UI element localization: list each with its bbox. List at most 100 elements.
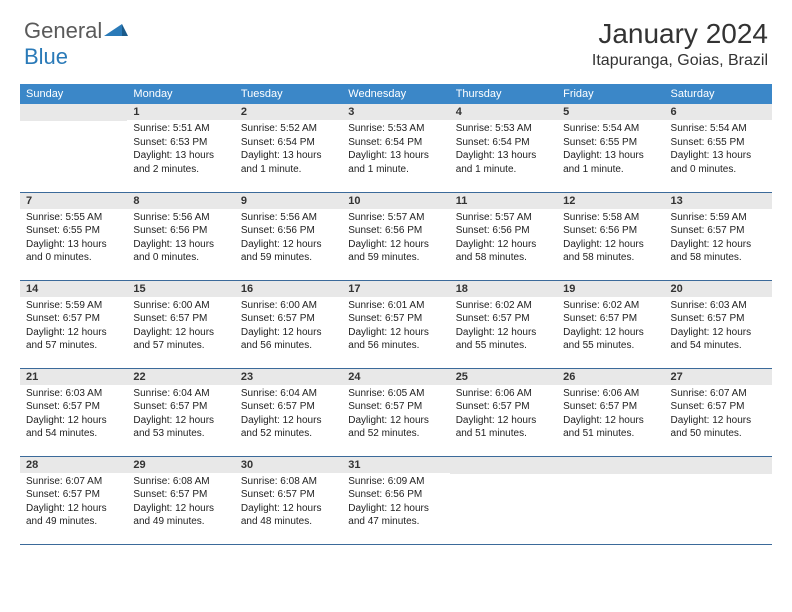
calendar-body: 1Sunrise: 5:51 AMSunset: 6:53 PMDaylight…	[20, 104, 772, 544]
daylight-label: Daylight: 13 hours and 1 minute.	[241, 150, 322, 175]
calendar-day-cell: 1Sunrise: 5:51 AMSunset: 6:53 PMDaylight…	[127, 104, 234, 192]
sunrise-label: Sunrise: 6:07 AM	[26, 476, 102, 487]
calendar-day-cell: 25Sunrise: 6:06 AMSunset: 6:57 PMDayligh…	[450, 368, 557, 456]
sunrise-label: Sunrise: 5:59 AM	[671, 212, 747, 223]
sunrise-label: Sunrise: 5:54 AM	[563, 123, 639, 134]
day-number: 23	[235, 369, 342, 385]
day-number: 19	[557, 281, 664, 297]
day-details: Sunrise: 6:08 AMSunset: 6:57 PMDaylight:…	[127, 473, 234, 533]
logo-text-general: General	[24, 18, 102, 44]
day-details: Sunrise: 5:53 AMSunset: 6:54 PMDaylight:…	[342, 120, 449, 180]
calendar-day-cell	[450, 456, 557, 544]
calendar-day-cell: 7Sunrise: 5:55 AMSunset: 6:55 PMDaylight…	[20, 192, 127, 280]
daylight-label: Daylight: 12 hours and 58 minutes.	[671, 239, 752, 264]
calendar-week-row: 14Sunrise: 5:59 AMSunset: 6:57 PMDayligh…	[20, 280, 772, 368]
daylight-label: Daylight: 12 hours and 54 minutes.	[26, 415, 107, 440]
sunrise-label: Sunrise: 5:56 AM	[241, 212, 317, 223]
sunrise-label: Sunrise: 6:04 AM	[241, 388, 317, 399]
sunrise-label: Sunrise: 5:53 AM	[348, 123, 424, 134]
calendar-day-cell: 24Sunrise: 6:05 AMSunset: 6:57 PMDayligh…	[342, 368, 449, 456]
calendar-day-cell: 6Sunrise: 5:54 AMSunset: 6:55 PMDaylight…	[665, 104, 772, 192]
month-title: January 2024	[592, 18, 768, 50]
day-number: 13	[665, 193, 772, 209]
sunset-label: Sunset: 6:57 PM	[241, 313, 315, 324]
calendar-day-cell: 5Sunrise: 5:54 AMSunset: 6:55 PMDaylight…	[557, 104, 664, 192]
weekday-header-row: SundayMondayTuesdayWednesdayThursdayFrid…	[20, 84, 772, 104]
sunrise-label: Sunrise: 5:57 AM	[348, 212, 424, 223]
day-details: Sunrise: 6:06 AMSunset: 6:57 PMDaylight:…	[557, 385, 664, 445]
sunrise-label: Sunrise: 6:00 AM	[241, 300, 317, 311]
daylight-label: Daylight: 12 hours and 54 minutes.	[671, 327, 752, 352]
calendar-day-cell: 3Sunrise: 5:53 AMSunset: 6:54 PMDaylight…	[342, 104, 449, 192]
day-details: Sunrise: 5:51 AMSunset: 6:53 PMDaylight:…	[127, 120, 234, 180]
day-details: Sunrise: 5:55 AMSunset: 6:55 PMDaylight:…	[20, 209, 127, 269]
sunset-label: Sunset: 6:57 PM	[241, 401, 315, 412]
day-number: 28	[20, 457, 127, 473]
day-details: Sunrise: 6:09 AMSunset: 6:56 PMDaylight:…	[342, 473, 449, 533]
calendar-day-cell: 18Sunrise: 6:02 AMSunset: 6:57 PMDayligh…	[450, 280, 557, 368]
calendar-day-cell: 13Sunrise: 5:59 AMSunset: 6:57 PMDayligh…	[665, 192, 772, 280]
calendar-day-cell: 28Sunrise: 6:07 AMSunset: 6:57 PMDayligh…	[20, 456, 127, 544]
day-number: 21	[20, 369, 127, 385]
sunrise-label: Sunrise: 6:06 AM	[456, 388, 532, 399]
sunset-label: Sunset: 6:56 PM	[241, 225, 315, 236]
sunset-label: Sunset: 6:57 PM	[26, 401, 100, 412]
calendar-day-cell: 23Sunrise: 6:04 AMSunset: 6:57 PMDayligh…	[235, 368, 342, 456]
calendar-week-row: 7Sunrise: 5:55 AMSunset: 6:55 PMDaylight…	[20, 192, 772, 280]
day-details: Sunrise: 5:53 AMSunset: 6:54 PMDaylight:…	[450, 120, 557, 180]
sunrise-label: Sunrise: 6:03 AM	[671, 300, 747, 311]
daylight-label: Daylight: 12 hours and 57 minutes.	[26, 327, 107, 352]
calendar-day-cell: 17Sunrise: 6:01 AMSunset: 6:57 PMDayligh…	[342, 280, 449, 368]
daylight-label: Daylight: 13 hours and 1 minute.	[456, 150, 537, 175]
sunrise-label: Sunrise: 6:04 AM	[133, 388, 209, 399]
day-number: 2	[235, 104, 342, 120]
calendar-day-cell	[665, 456, 772, 544]
sunset-label: Sunset: 6:57 PM	[241, 489, 315, 500]
sunset-label: Sunset: 6:55 PM	[671, 137, 745, 148]
day-number: 4	[450, 104, 557, 120]
day-details: Sunrise: 6:04 AMSunset: 6:57 PMDaylight:…	[127, 385, 234, 445]
day-number: 12	[557, 193, 664, 209]
sunset-label: Sunset: 6:57 PM	[133, 401, 207, 412]
logo-text-blue: Blue	[24, 44, 68, 69]
daylight-label: Daylight: 13 hours and 2 minutes.	[133, 150, 214, 175]
daylight-label: Daylight: 12 hours and 51 minutes.	[456, 415, 537, 440]
weekday-header: Saturday	[665, 84, 772, 104]
location-label: Itapuranga, Goias, Brazil	[592, 52, 768, 70]
weekday-header: Friday	[557, 84, 664, 104]
sunrise-label: Sunrise: 5:54 AM	[671, 123, 747, 134]
sunset-label: Sunset: 6:53 PM	[133, 137, 207, 148]
daylight-label: Daylight: 12 hours and 59 minutes.	[348, 239, 429, 264]
sunset-label: Sunset: 6:57 PM	[456, 313, 530, 324]
logo-sub: Blue	[24, 44, 68, 70]
sunrise-label: Sunrise: 5:53 AM	[456, 123, 532, 134]
sunrise-label: Sunrise: 5:59 AM	[26, 300, 102, 311]
weekday-header: Monday	[127, 84, 234, 104]
daylight-label: Daylight: 12 hours and 52 minutes.	[348, 415, 429, 440]
sunset-label: Sunset: 6:54 PM	[241, 137, 315, 148]
empty-day-num	[450, 457, 557, 474]
day-number: 5	[557, 104, 664, 120]
day-details: Sunrise: 5:59 AMSunset: 6:57 PMDaylight:…	[20, 297, 127, 357]
sunrise-label: Sunrise: 5:55 AM	[26, 212, 102, 223]
calendar-day-cell: 14Sunrise: 5:59 AMSunset: 6:57 PMDayligh…	[20, 280, 127, 368]
day-details: Sunrise: 6:06 AMSunset: 6:57 PMDaylight:…	[450, 385, 557, 445]
day-number: 3	[342, 104, 449, 120]
sunset-label: Sunset: 6:57 PM	[348, 401, 422, 412]
daylight-label: Daylight: 12 hours and 49 minutes.	[26, 503, 107, 528]
calendar-day-cell: 12Sunrise: 5:58 AMSunset: 6:56 PMDayligh…	[557, 192, 664, 280]
calendar-week-row: 1Sunrise: 5:51 AMSunset: 6:53 PMDaylight…	[20, 104, 772, 192]
calendar-day-cell: 27Sunrise: 6:07 AMSunset: 6:57 PMDayligh…	[665, 368, 772, 456]
sunset-label: Sunset: 6:57 PM	[671, 401, 745, 412]
calendar-day-cell: 8Sunrise: 5:56 AMSunset: 6:56 PMDaylight…	[127, 192, 234, 280]
sunset-label: Sunset: 6:57 PM	[348, 313, 422, 324]
day-number: 20	[665, 281, 772, 297]
sunset-label: Sunset: 6:54 PM	[348, 137, 422, 148]
calendar-day-cell: 30Sunrise: 6:08 AMSunset: 6:57 PMDayligh…	[235, 456, 342, 544]
sunset-label: Sunset: 6:56 PM	[563, 225, 637, 236]
daylight-label: Daylight: 12 hours and 58 minutes.	[456, 239, 537, 264]
calendar-day-cell: 21Sunrise: 6:03 AMSunset: 6:57 PMDayligh…	[20, 368, 127, 456]
daylight-label: Daylight: 12 hours and 59 minutes.	[241, 239, 322, 264]
daylight-label: Daylight: 12 hours and 48 minutes.	[241, 503, 322, 528]
day-number: 27	[665, 369, 772, 385]
